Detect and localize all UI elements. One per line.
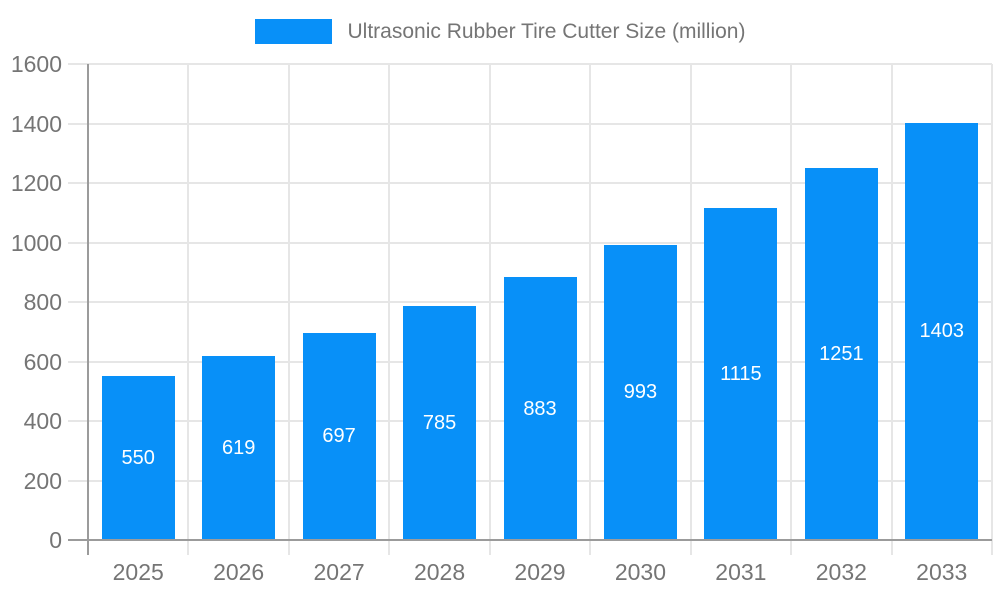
bar — [603, 244, 677, 540]
y-axis-tick-label: 800 — [23, 289, 62, 315]
y-axis-tick-label: 0 — [49, 527, 62, 553]
x-gridline — [991, 64, 993, 555]
bar-value-label: 619 — [221, 436, 256, 459]
bar — [804, 167, 878, 540]
x-axis-tick-label: 2027 — [313, 559, 365, 585]
bar — [101, 376, 175, 540]
bar-value-label: 1251 — [819, 342, 864, 365]
bar — [302, 332, 376, 540]
x-axis-tick-label: 2029 — [514, 559, 566, 585]
bar-value-label: 550 — [121, 447, 155, 470]
legend-swatch — [254, 19, 332, 44]
y-axis-line — [87, 64, 89, 555]
bar — [905, 122, 979, 540]
x-axis-line — [68, 539, 992, 541]
y-gridline — [68, 182, 992, 184]
y-axis-tick-label: 400 — [23, 408, 62, 434]
y-axis-tick-label: 1000 — [10, 229, 62, 256]
x-axis-tick-label: 2030 — [614, 559, 667, 585]
x-axis-tick-label: 2033 — [916, 559, 968, 585]
x-axis-tick-label: 2026 — [213, 559, 265, 585]
bar — [202, 355, 276, 540]
x-gridline — [388, 64, 391, 555]
bar — [503, 277, 577, 540]
x-gridline — [488, 64, 491, 555]
x-axis-tick-label: 2032 — [815, 559, 867, 585]
x-gridline — [689, 64, 692, 555]
y-axis-tick-label: 1400 — [10, 110, 62, 137]
bar-value-label: 993 — [623, 381, 658, 404]
y-axis-tick-label: 600 — [23, 348, 62, 375]
bar-value-label: 1115 — [720, 363, 762, 386]
y-axis-tick-label: 1200 — [10, 170, 62, 196]
x-gridline — [589, 64, 592, 555]
x-gridline — [187, 64, 190, 555]
bar-value-label: 1403 — [919, 320, 965, 343]
y-gridline — [68, 63, 992, 65]
y-axis-tick-label: 200 — [23, 467, 62, 494]
x-axis-tick-label: 2025 — [112, 559, 164, 585]
x-axis-tick-label: 2028 — [413, 559, 466, 585]
bar-value-label: 697 — [322, 425, 356, 448]
x-axis-tick-label: 2031 — [715, 559, 767, 585]
bar — [704, 208, 778, 540]
bar-value-label: 785 — [422, 412, 457, 435]
x-gridline — [790, 64, 793, 555]
y-gridline — [68, 122, 992, 125]
bar-value-label: 883 — [523, 397, 557, 420]
legend: Ultrasonic Rubber Tire Cutter Size (mill… — [0, 19, 1000, 44]
x-gridline — [890, 64, 893, 555]
x-gridline — [287, 64, 290, 555]
legend-label: Ultrasonic Rubber Tire Cutter Size (mill… — [347, 19, 746, 43]
y-axis-tick-label: 1600 — [10, 51, 62, 77]
y-gridline — [68, 241, 992, 244]
bar — [403, 306, 477, 540]
